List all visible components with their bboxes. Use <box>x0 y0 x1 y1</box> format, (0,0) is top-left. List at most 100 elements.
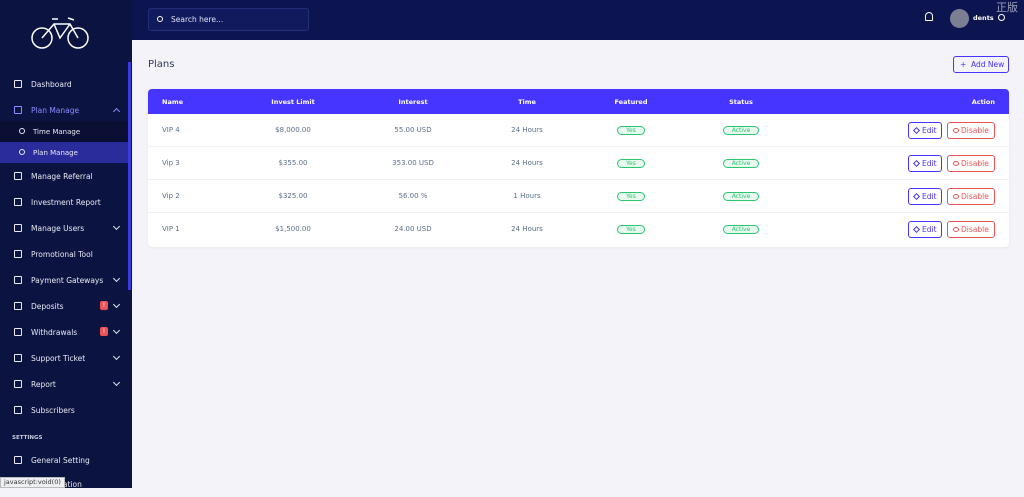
chevron <box>112 352 121 361</box>
cell: Vip 3 <box>162 159 180 167</box>
nav-label: Subscribers <box>31 405 75 415</box>
nav-item[interactable]: Promotional Tool <box>0 241 128 267</box>
edit-icon <box>912 192 921 201</box>
edit-icon <box>912 225 921 234</box>
disable-label: Disable <box>961 225 989 234</box>
table-row: Vip 2 $325.00 56.00 % 1 Hours Yes Active Edit D… <box>148 180 1009 213</box>
edit-icon <box>912 126 921 135</box>
username[interactable]: dents <box>973 14 994 22</box>
nav-icon <box>14 198 22 206</box>
featured-pill: Yes <box>617 159 645 168</box>
user-dropdown[interactable] <box>998 14 1005 21</box>
watermark: 正版 <box>996 1 1018 14</box>
nav-icon <box>14 172 22 180</box>
nav-item[interactable]: Manage Referral <box>0 163 128 189</box>
nav-label: Time Manage <box>33 127 81 136</box>
search-placeholder: Search here... <box>171 15 224 24</box>
nav-item[interactable]: Manage Users <box>0 215 128 241</box>
status-pill: Active <box>723 126 759 135</box>
nav-item[interactable]: Investment Report <box>0 189 128 215</box>
nav-item[interactable]: Time Manage <box>0 121 128 142</box>
search-box[interactable]: Search here... <box>148 8 309 31</box>
disable-button[interactable]: Disable <box>947 155 995 172</box>
disable-icon <box>953 161 959 166</box>
featured-pill: Yes <box>617 192 645 201</box>
add-new-button[interactable]: + Add New <box>953 56 1009 73</box>
cell: $1,500.00 <box>275 225 311 233</box>
cell: 55.00 USD <box>394 126 432 134</box>
nav-label: Withdrawals <box>31 327 78 337</box>
nav-label: Manage Users <box>31 223 85 233</box>
cell: $355.00 <box>278 159 308 167</box>
featured-pill: Yes <box>617 225 645 234</box>
chevron <box>112 300 121 309</box>
nav-item[interactable]: Plan Manage <box>0 142 128 163</box>
nav-label: Support Ticket <box>31 353 86 363</box>
edit-label: Edit <box>922 159 937 168</box>
nav-label: Plan Manage <box>33 148 78 157</box>
chevron <box>112 274 121 283</box>
cell: VIP 4 <box>162 126 180 134</box>
nav-item[interactable]: Dashboard <box>0 71 128 97</box>
status-pill: Active <box>723 225 759 234</box>
cell: Vip 2 <box>162 192 180 200</box>
nav-item[interactable]: Report <box>0 371 128 397</box>
status-pill: Active <box>723 192 759 201</box>
column-header: Name <box>162 98 184 106</box>
nav-icon <box>14 250 22 258</box>
cell: 56.00 % <box>398 192 428 200</box>
column-header: Time <box>518 98 536 106</box>
avatar[interactable] <box>950 9 969 28</box>
nav-icon <box>14 224 22 232</box>
nav-icon <box>19 149 25 155</box>
scrollbar <box>128 62 131 290</box>
table-row: VIP 4 $8,000.00 55.00 USD 24 Hours Yes Active… <box>148 114 1009 147</box>
disable-button[interactable]: Disable <box>947 221 995 238</box>
nav-item[interactable]: Plan Manage <box>0 97 128 123</box>
cell: $325.00 <box>278 192 308 200</box>
edit-button[interactable]: Edit <box>908 122 942 139</box>
disable-icon <box>953 128 959 133</box>
cell: 24.00 USD <box>394 225 432 233</box>
table-row: VIP 1 $1,500.00 24.00 USD 24 Hours Yes Active… <box>148 213 1009 246</box>
edit-label: Edit <box>922 192 937 201</box>
nav-icon <box>19 128 25 134</box>
nav-label: Investment Report <box>31 197 101 207</box>
cell: 353.00 USD <box>392 159 434 167</box>
plus-icon: + <box>960 60 967 69</box>
edit-button[interactable]: Edit <box>908 221 942 238</box>
badge: ! <box>100 327 108 336</box>
column-header: Featured <box>614 98 648 106</box>
nav-label: Manage Referral <box>31 171 93 181</box>
chevron <box>112 107 121 116</box>
nav-item[interactable]: Withdrawals! <box>0 319 128 345</box>
table-row: Vip 3 $355.00 353.00 USD 24 Hours Yes Active E… <box>148 147 1009 180</box>
nav-icon <box>14 80 22 88</box>
disable-button[interactable]: Disable <box>947 188 995 205</box>
chevron <box>112 326 121 335</box>
edit-button[interactable]: Edit <box>908 188 942 205</box>
column-header: Invest Limit <box>271 98 315 106</box>
nav-label: General Setting <box>31 455 90 465</box>
nav-item[interactable]: Support Ticket <box>0 345 128 371</box>
nav-item[interactable]: Deposits! <box>0 293 128 319</box>
search-icon <box>157 16 163 22</box>
cell: VIP 1 <box>162 225 180 233</box>
disable-icon <box>953 194 959 199</box>
bell-icon[interactable] <box>925 12 933 21</box>
nav-item[interactable]: Subscribers <box>0 397 128 423</box>
nav-icon <box>14 380 22 388</box>
disable-button[interactable]: Disable <box>947 122 995 139</box>
edit-button[interactable]: Edit <box>908 155 942 172</box>
status-bar: javascript:void(0) <box>0 477 65 488</box>
nav-label: Report <box>31 379 56 389</box>
chevron <box>112 222 121 231</box>
featured-pill: Yes <box>617 126 645 135</box>
sidebar: Dashboard Plan Manage Time Manage Plan Mana… <box>0 0 132 489</box>
topbar: Search here... dents 正版 <box>132 0 1024 40</box>
nav-item[interactable]: General Setting <box>0 447 128 473</box>
nav-item[interactable]: Payment Gateways <box>0 267 128 293</box>
badge: ! <box>100 301 108 310</box>
nav-icon <box>14 302 22 310</box>
